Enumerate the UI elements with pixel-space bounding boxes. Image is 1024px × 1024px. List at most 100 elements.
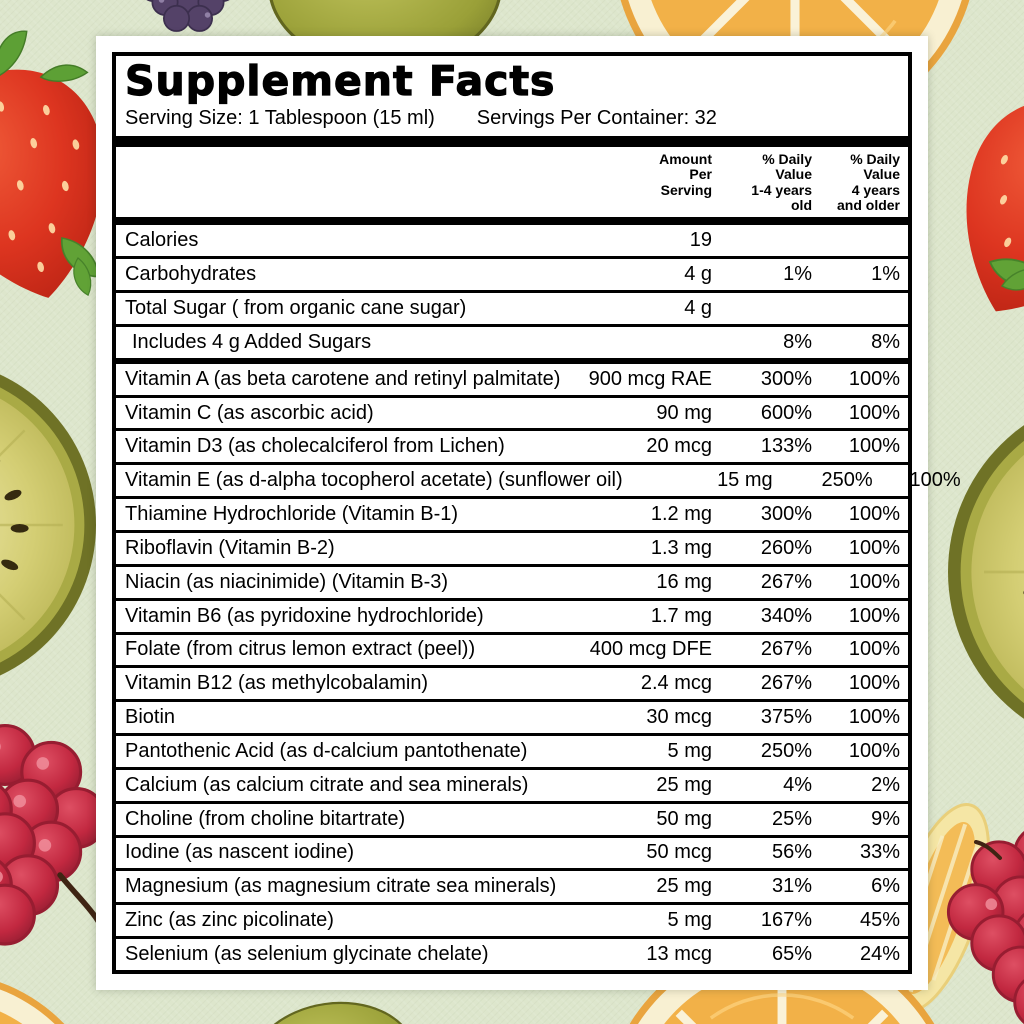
column-header-dv-4-years-older: % Daily Value 4 years and older <box>812 150 900 214</box>
daily-value-4-years-older: 2% <box>871 773 900 796</box>
table-row: Includes 4 g Added Sugars 8% 8% <box>116 327 908 364</box>
nutrient-name: Thiamine Hydrochloride (Vitamin B-1) <box>125 503 459 526</box>
daily-value-4-years-older: 24% <box>859 943 900 966</box>
raspberry-left-illustration <box>0 724 111 946</box>
facts-rows: Calories 19 Carbohydrates 4 g 1% 1% Total Suga… <box>116 225 961 970</box>
table-row: Choline (from choline bitartrate) 50 mg 25… <box>116 804 908 838</box>
nutrient-name: Choline (from choline bitartrate) <box>125 807 406 830</box>
table-row: Vitamin B6 (as pyridoxine hydrochloride)… <box>116 601 908 635</box>
daily-value-1-4-years: 300% <box>760 503 812 526</box>
daily-value-4-years-older: 100% <box>848 739 900 762</box>
table-row: Calories 19 <box>116 225 908 260</box>
daily-value-4-years-older: 100% <box>848 570 900 593</box>
thick-divider-top <box>116 135 908 147</box>
column-header-line: Per <box>689 166 712 183</box>
raspberry-bottom-right-illustration <box>946 824 1024 1024</box>
table-row: Selenium (as selenium glycinate chelate)… <box>116 939 908 970</box>
nutrient-name: Vitamin E (as d-alpha tocopherol acetate… <box>125 469 623 492</box>
daily-value-1-4-years: 260% <box>760 536 812 559</box>
amount-per-serving: 4 g <box>684 263 712 286</box>
nutrient-name: Vitamin B12 (as methylcobalamin) <box>125 672 429 695</box>
daily-value-4-years-older: 100% <box>848 435 900 458</box>
daily-value-4-years-older: 100% <box>848 367 900 390</box>
nutrient-name: Calcium (as calcium citrate and sea mine… <box>125 773 529 796</box>
daily-value-1-4-years: 133% <box>760 435 812 458</box>
daily-value-4-years-older: 1% <box>871 263 900 286</box>
nutrient-name: Pantothenic Acid (as d-calcium pantothen… <box>125 739 528 762</box>
daily-value-1-4-years: 267% <box>760 672 812 695</box>
daily-value-1-4-years: 65% <box>771 943 812 966</box>
blackberry-top-illustration <box>139 0 237 32</box>
daily-value-4-years-older: 100% <box>848 401 900 424</box>
table-row: Niacin (as niacinimide) (Vitamin B-3) 16 … <box>116 567 908 601</box>
label-title: Supplement Facts <box>124 57 556 105</box>
nutrient-name: Folate (from citrus lemon extract (peel)… <box>125 638 476 661</box>
label-header: Supplement Facts Serving Size: 1 Tablesp… <box>116 56 908 136</box>
table-row: Biotin 30 mcg 375% 100% <box>116 702 908 737</box>
table-row: Vitamin B12 (as methylcobalamin) 2.4 mcg 2… <box>116 668 908 703</box>
nutrient-name: Vitamin D3 (as cholecalciferol from Lich… <box>125 435 505 458</box>
daily-value-1-4-years: 300% <box>760 367 812 390</box>
amount-per-serving: 5 mg <box>667 739 712 762</box>
daily-value-1-4-years: 267% <box>760 638 812 661</box>
daily-value-1-4-years: 250% <box>821 469 873 492</box>
nutrient-name: Magnesium (as magnesium citrate sea mine… <box>125 875 557 898</box>
daily-value-4-years-older: 33% <box>859 841 900 864</box>
amount-per-serving: 400 mcg DFE <box>589 638 712 661</box>
amount-per-serving: 50 mcg <box>646 841 712 864</box>
column-header-dv-1-4-years: % Daily Value 1-4 years old <box>712 151 812 214</box>
amount-per-serving: 900 mcg RAE <box>588 367 712 390</box>
column-header-line: % Daily <box>850 150 900 167</box>
column-header-line: old <box>791 196 812 213</box>
daily-value-4-years-older: 100% <box>848 706 900 729</box>
daily-value-4-years-older: 100% <box>848 503 900 526</box>
nutrient-name: Iodine (as nascent iodine) <box>125 841 355 864</box>
supplement-facts-box: Supplement Facts Serving Size: 1 Tablesp… <box>112 52 961 974</box>
daily-value-1-4-years: 31% <box>771 875 812 898</box>
kiwi-whole-bottom-illustration <box>242 991 424 1024</box>
table-row: Riboflavin (Vitamin B-2) 1.3 mg 260% 100% <box>116 533 908 567</box>
daily-value-1-4-years: 167% <box>760 909 812 932</box>
daily-value-1-4-years: 600% <box>760 401 812 424</box>
daily-value-4-years-older: 100% <box>848 638 900 661</box>
column-header-line: 4 years <box>851 181 900 198</box>
nutrient-name: Riboflavin (Vitamin B-2) <box>125 536 335 559</box>
daily-value-4-years-older: 45% <box>859 909 900 932</box>
daily-value-1-4-years: 375% <box>760 706 812 729</box>
nutrient-name: Vitamin C (as ascorbic acid) <box>125 401 374 424</box>
column-header-amount: Amount Per Serving <box>562 151 712 214</box>
nutrient-name: Vitamin B6 (as pyridoxine hydrochloride) <box>125 604 484 627</box>
column-header-line: Value <box>863 166 900 183</box>
nutrient-name: Includes 4 g Added Sugars <box>132 330 372 353</box>
table-row: Calcium (as calcium citrate and sea mine… <box>116 770 908 804</box>
column-header-line: Value <box>775 166 812 183</box>
amount-per-serving: 25 mg <box>656 875 712 898</box>
amount-per-serving: 90 mg <box>656 401 712 424</box>
amount-per-serving: 19 <box>689 229 712 252</box>
servings-per-container: Servings Per Container: 32 <box>476 106 717 129</box>
table-row: Zinc (as zinc picolinate) 5 mg 167% 45% <box>116 905 908 940</box>
daily-value-1-4-years: 340% <box>760 604 812 627</box>
daily-value-1-4-years: 56% <box>771 841 812 864</box>
table-row: Carbohydrates 4 g 1% 1% <box>116 259 908 294</box>
serving-info: Serving Size: 1 Tablespoon (15 ml) Servi… <box>125 107 898 130</box>
table-row: Vitamin E (as d-alpha tocopherol acetate… <box>116 465 961 500</box>
table-row: Vitamin D3 (as cholecalciferol from Lich… <box>116 431 908 466</box>
daily-value-4-years-older: 100% <box>848 604 900 627</box>
amount-per-serving: 50 mg <box>656 807 712 830</box>
nutrient-name: Niacin (as niacinimide) (Vitamin B-3) <box>125 570 449 593</box>
table-row: Magnesium (as magnesium citrate sea mine… <box>116 871 908 906</box>
amount-per-serving: 4 g <box>684 296 712 319</box>
column-header-spacer <box>125 152 562 214</box>
amount-per-serving: 20 mcg <box>646 435 712 458</box>
daily-value-4-years-older: 9% <box>871 807 900 830</box>
daily-value-4-years-older: 6% <box>871 875 900 898</box>
strawberry-right-illustration <box>917 33 1024 352</box>
amount-per-serving: 5 mg <box>667 909 712 932</box>
amount-per-serving: 1.2 mg <box>650 503 712 526</box>
kiwi-cut-right-illustration <box>946 390 1024 754</box>
amount-per-serving: 1.3 mg <box>650 536 712 559</box>
column-header-line: 1-4 years <box>751 181 812 198</box>
daily-value-1-4-years: 8% <box>783 330 812 353</box>
